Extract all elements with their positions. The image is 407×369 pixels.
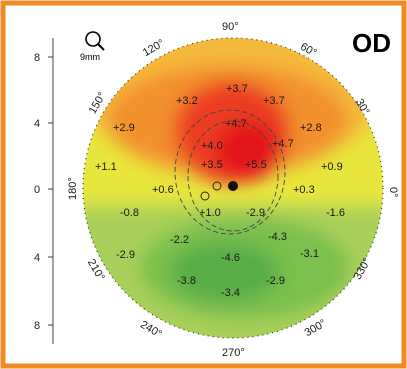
y-axis-ticks	[48, 56, 53, 326]
value-label: +0.3	[293, 184, 315, 196]
y-tick-label: 4	[34, 252, 40, 264]
value-label: -1.6	[326, 207, 345, 219]
value-label: +1.0	[199, 207, 221, 219]
value-label: -3.4	[221, 287, 240, 299]
value-label: +3.7	[263, 95, 285, 107]
value-label: +4.7	[225, 118, 247, 130]
value-label: +5.5	[245, 159, 267, 171]
value-label: +2.8	[300, 122, 322, 134]
value-label: +4.7	[272, 138, 294, 150]
scan-marker	[212, 181, 222, 191]
angle-label: 180°	[67, 177, 79, 200]
y-tick-label: 0	[34, 184, 40, 196]
value-label: +2.9	[113, 122, 135, 134]
value-label: +0.9	[321, 161, 343, 173]
y-tick-label: 8	[34, 52, 40, 64]
value-label: +3.5	[201, 159, 223, 171]
value-label: -3.8	[177, 275, 196, 287]
outer-circle	[82, 37, 384, 339]
magnifier-icon	[85, 31, 105, 51]
value-label: -4.3	[268, 231, 287, 243]
value-label: -0.8	[120, 207, 139, 219]
value-label: +1.1	[95, 161, 117, 173]
value-label: -4.6	[221, 252, 240, 264]
value-label: -2.9	[266, 275, 285, 287]
value-label: +4.0	[201, 140, 223, 152]
scale-label: 9mm	[80, 52, 100, 62]
angle-label: 0°	[387, 187, 399, 198]
scan-marker	[200, 191, 210, 201]
eye-label: OD	[352, 28, 391, 58]
value-label: -3.1	[300, 248, 319, 260]
value-label: +3.2	[176, 95, 198, 107]
angle-label: 270°	[222, 347, 245, 359]
value-label: -2.9	[116, 249, 135, 261]
angle-label: 90°	[222, 21, 239, 33]
value-label: -2.9	[246, 207, 265, 219]
value-label: +0.6	[152, 184, 174, 196]
value-label: -2.2	[170, 234, 189, 246]
thickness-values: +3.7 +3.2 +3.7 +2.9 +2.8 +4.7 +4.0 +4.7 …	[95, 83, 345, 299]
angle-label: 240°	[138, 319, 164, 341]
value-label: +3.7	[226, 83, 248, 95]
measurement-rings	[174, 109, 286, 235]
angle-label: 300°	[303, 317, 329, 339]
y-tick-label: 4	[34, 118, 40, 130]
y-tick-label: 8	[34, 320, 40, 332]
fovea-marker	[228, 181, 238, 191]
